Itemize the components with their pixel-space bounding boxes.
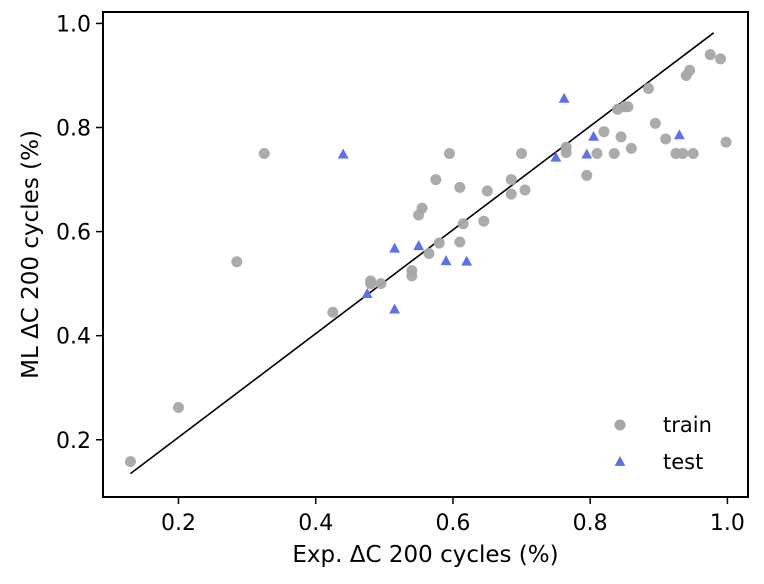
x-tick-label: 0.4 — [298, 511, 333, 536]
test-point — [558, 92, 570, 103]
train-point — [677, 148, 689, 160]
y-tick-label: 1.0 — [56, 12, 91, 37]
train-point — [560, 141, 572, 153]
train-point — [715, 53, 727, 65]
test-point — [673, 129, 685, 140]
train-point — [643, 82, 655, 94]
legend-test-marker — [614, 456, 626, 466]
train-point — [258, 148, 270, 160]
train-point — [720, 136, 732, 148]
test-point — [413, 240, 425, 251]
test-point — [389, 242, 401, 253]
test-point — [361, 288, 373, 298]
train-point — [625, 142, 637, 154]
train-point — [591, 148, 603, 160]
train-point — [416, 202, 428, 214]
train-point — [704, 49, 716, 61]
train-point — [608, 148, 620, 160]
test-point — [550, 151, 562, 162]
y-tick-label: 0.8 — [56, 117, 91, 142]
train-point — [505, 188, 517, 200]
plot-frame — [102, 11, 749, 498]
x-tick-label: 1.0 — [710, 511, 745, 536]
train-point — [519, 184, 531, 196]
train-point — [581, 169, 593, 181]
train-point — [454, 181, 466, 193]
train-point — [516, 148, 528, 160]
test-point — [461, 255, 473, 266]
train-point — [423, 247, 435, 259]
x-tick-label: 0.8 — [573, 511, 608, 536]
x-tick-label: 0.6 — [435, 511, 470, 536]
y-tick-label: 0.4 — [56, 325, 91, 350]
train-point — [622, 101, 634, 113]
y-tick-label: 0.6 — [56, 221, 91, 246]
train-point — [327, 306, 339, 318]
test-point — [588, 130, 600, 141]
test-point — [337, 148, 349, 159]
test-point — [581, 148, 593, 159]
y-axis-label: ML ΔC 200 cycles (%) — [18, 130, 44, 379]
train-point — [124, 456, 136, 468]
train-point — [231, 256, 243, 268]
train-point — [172, 401, 184, 413]
test-point — [389, 303, 401, 314]
train-point — [430, 174, 442, 186]
train-point — [457, 218, 469, 230]
legend-train-marker — [614, 419, 626, 431]
legend-train-label: train — [663, 413, 712, 437]
train-point — [478, 215, 490, 227]
legend-test-label: test — [663, 450, 703, 474]
train-point — [433, 237, 445, 249]
train-point — [454, 236, 466, 248]
fit-line — [129, 32, 715, 475]
train-point — [406, 265, 418, 277]
train-point — [687, 148, 699, 160]
legend: train test — [614, 413, 712, 474]
test-point — [440, 255, 452, 266]
train-point — [505, 174, 517, 186]
train-point — [649, 117, 661, 129]
train-point — [375, 278, 387, 290]
train-point — [481, 185, 493, 197]
train-point — [684, 64, 696, 76]
train-point — [660, 133, 672, 145]
train-point — [365, 275, 377, 287]
x-axis-label: Exp. ΔC 200 cycles (%) — [292, 542, 558, 568]
train-point — [444, 148, 456, 160]
x-tick-label: 0.2 — [161, 511, 196, 536]
y-tick-label: 0.2 — [56, 429, 91, 454]
train-point — [615, 131, 627, 143]
train-point — [598, 126, 610, 138]
